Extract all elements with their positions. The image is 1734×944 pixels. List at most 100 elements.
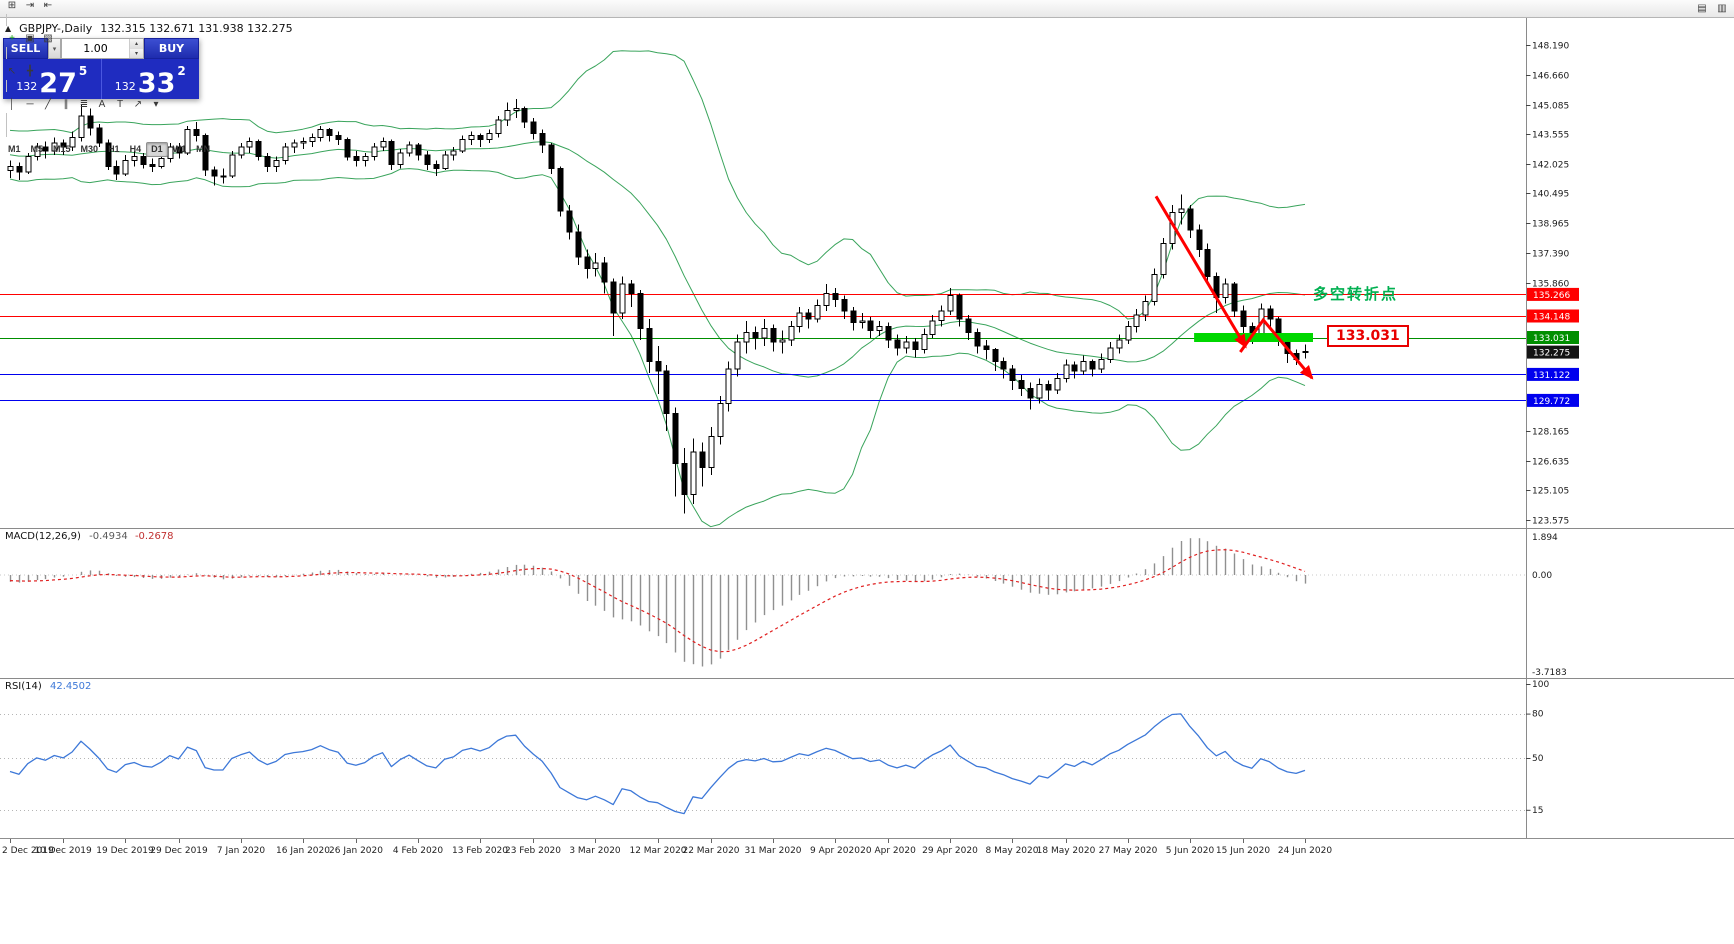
timeframe-m1-button[interactable]: M1 xyxy=(3,142,26,157)
trendline-button-icon: ╱ xyxy=(44,98,52,110)
svg-text:50: 50 xyxy=(1532,754,1544,764)
price-axis[interactable]: 148.190 146.660 145.085 143.555 142.025 140.4… xyxy=(1526,42,1579,527)
rsi-indicator-label: RSI(14) 42.4502 xyxy=(5,681,91,692)
crosshair-button-icon: ╋ xyxy=(26,65,34,77)
price-chart-pane[interactable]: 148.190 146.660 145.085 143.555 142.025 140.4… xyxy=(0,18,1734,528)
timeframe-mn-button[interactable]: MN xyxy=(191,142,215,157)
equidistant-channel-button[interactable]: ∥ xyxy=(57,97,75,113)
toolbar-right-icon-2[interactable]: ▥ xyxy=(1713,1,1731,17)
macd-axis[interactable]: 1.894 0.00 -3.7183 xyxy=(1532,533,1567,678)
objects-dropdown-button[interactable]: ▾ xyxy=(147,97,165,113)
svg-text:15: 15 xyxy=(1532,806,1543,816)
svg-text:148.190: 148.190 xyxy=(1532,42,1569,52)
chart-ohlc-values: 132.315 132.671 131.938 132.275 xyxy=(100,22,293,35)
svg-text:135.860: 135.860 xyxy=(1532,280,1569,290)
vertical-line-button[interactable]: │ xyxy=(3,97,21,113)
svg-text:1.894: 1.894 xyxy=(1532,533,1558,543)
auto-scroll-button[interactable]: ⇥ xyxy=(21,0,39,14)
svg-text:129.772: 129.772 xyxy=(1533,397,1570,407)
macd-indicator-label: MACD(12,26,9) -0.4934 -0.2678 xyxy=(5,531,174,542)
trend-arrows[interactable] xyxy=(1154,195,1314,380)
svg-text:125.105: 125.105 xyxy=(1532,487,1569,497)
sell-button[interactable]: SELL xyxy=(3,38,48,59)
date-label: 16 Jan 2020 xyxy=(276,846,330,856)
volume-down-button[interactable]: ▾ xyxy=(130,48,143,58)
svg-text:123.575: 123.575 xyxy=(1532,517,1569,527)
time-axis-tick xyxy=(303,839,304,843)
periods-button-icon: ▣ xyxy=(25,32,35,44)
price-level-annotation[interactable]: 133.031 xyxy=(1327,325,1409,347)
svg-text:137.390: 137.390 xyxy=(1532,250,1569,260)
macd-pane[interactable]: 1.894 0.00 -3.7183 xyxy=(0,528,1734,678)
date-label: 8 May 2020 xyxy=(985,846,1039,856)
toolbar-separator xyxy=(6,79,7,92)
date-label: 19 Dec 2019 xyxy=(96,846,154,856)
cursor-button-icon: ↖ xyxy=(7,65,17,77)
rsi-axis[interactable]: 100 80 50 15 xyxy=(1526,680,1549,816)
time-axis-tick xyxy=(1012,839,1013,843)
sell-options-dropdown[interactable]: ▾ xyxy=(48,38,61,59)
timeframe-m5-button[interactable]: M5 xyxy=(26,142,49,157)
trendline-button[interactable]: ╱ xyxy=(39,97,57,113)
horizontal-lines[interactable] xyxy=(0,293,1526,402)
date-label: 12 Mar 2020 xyxy=(629,846,687,856)
time-axis-tick xyxy=(950,839,951,843)
chart-shift-button[interactable]: ⇤ xyxy=(39,0,57,14)
time-axis-tick xyxy=(1066,839,1067,843)
timeframe-d1-button[interactable]: D1 xyxy=(146,141,168,157)
templates-button[interactable]: ▧ xyxy=(39,31,57,47)
arrows-button[interactable]: ↗ xyxy=(129,97,147,113)
cursor-button[interactable]: ↖ xyxy=(3,64,21,80)
date-label: 22 Mar 2020 xyxy=(682,846,740,856)
indicators-button[interactable]: + xyxy=(3,31,21,47)
date-label: 26 Jan 2020 xyxy=(329,846,383,856)
time-axis[interactable]: 2 Dec 2019 10 Dec 2019 19 Dec 2019 29 Dec 2… xyxy=(0,838,1734,865)
timeframe-w1-button[interactable]: W1 xyxy=(168,142,192,157)
sell-price[interactable]: 132 27 5 xyxy=(3,59,102,99)
time-axis-tick xyxy=(1305,839,1306,843)
tile-windows-button[interactable]: ⊞ xyxy=(3,0,21,14)
date-label: 15 Jun 2020 xyxy=(1215,846,1271,856)
rsi-pane[interactable]: 100 80 50 15 xyxy=(0,678,1734,838)
one-click-toggle-icon[interactable]: ▲ xyxy=(5,24,12,33)
toolbar-separator xyxy=(6,124,7,137)
text-button-icon: A xyxy=(98,98,106,110)
time-axis-tick xyxy=(888,839,889,843)
macd-signal-value: -0.2678 xyxy=(134,531,174,542)
time-axis-tick xyxy=(773,839,774,843)
rsi-line xyxy=(9,713,1306,815)
date-label: 3 Mar 2020 xyxy=(569,846,621,856)
support-zone-band[interactable] xyxy=(1194,333,1313,342)
time-axis-tick xyxy=(10,839,11,843)
buy-price-prefix: 132 xyxy=(114,80,136,93)
horizontal-line-button[interactable]: ─ xyxy=(21,97,39,113)
periods-button[interactable]: ▣ xyxy=(21,31,39,47)
timeframe-m15-button[interactable]: M15 xyxy=(48,142,76,157)
svg-text:143.555: 143.555 xyxy=(1532,131,1569,141)
text-label-button-icon: T xyxy=(116,98,124,110)
volume-input[interactable] xyxy=(62,39,129,58)
crosshair-button[interactable]: ╋ xyxy=(21,64,39,80)
buy-button[interactable]: BUY xyxy=(144,38,199,59)
svg-text:132.275: 132.275 xyxy=(1533,349,1570,359)
toolbar-right-icon-1[interactable]: ▤ xyxy=(1693,1,1711,17)
date-label: 20 Apr 2020 xyxy=(860,846,916,856)
bollinger-bands xyxy=(9,50,1306,528)
pivot-annotation-text[interactable]: 多空转折点 xyxy=(1313,285,1399,303)
timeframe-m30-button[interactable]: M30 xyxy=(76,142,104,157)
buy-price[interactable]: 132 33 2 xyxy=(102,59,200,99)
text-label-button[interactable]: T xyxy=(111,97,129,113)
time-axis-tick xyxy=(480,839,481,843)
svg-text:100: 100 xyxy=(1532,680,1549,690)
time-axis-tick xyxy=(63,839,64,843)
time-axis-tick xyxy=(595,839,596,843)
volume-up-button[interactable]: ▴ xyxy=(130,39,143,49)
chart-header: ▲ GBPJPY-,Daily 132.315 132.671 131.938 … xyxy=(5,22,293,35)
fibonacci-button[interactable]: ≣ xyxy=(75,97,93,113)
text-button[interactable]: A xyxy=(93,97,111,113)
date-label: 5 Jun 2020 xyxy=(1165,846,1215,856)
timeframe-h4-button[interactable]: H4 xyxy=(125,142,147,157)
macd-histogram xyxy=(9,538,1307,667)
date-label: 18 May 2020 xyxy=(1036,846,1096,856)
timeframe-h1-button[interactable]: H1 xyxy=(103,142,125,157)
